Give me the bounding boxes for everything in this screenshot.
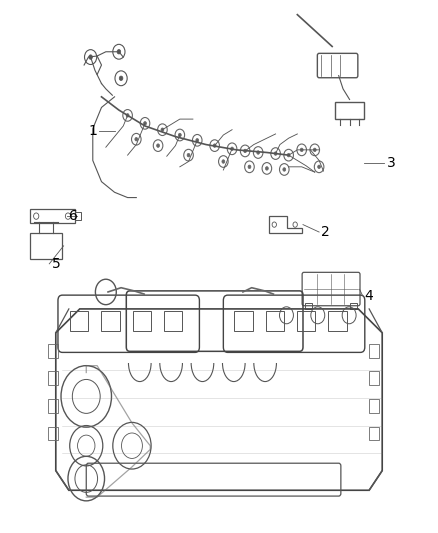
Text: 5: 5 [51,257,60,271]
Circle shape [89,55,92,59]
Text: 1: 1 [88,124,97,138]
Bar [48,344,58,358]
Bar [369,399,379,413]
Circle shape [126,114,129,117]
Bar [297,311,315,331]
Circle shape [287,154,290,157]
Circle shape [244,149,247,152]
Text: 4: 4 [365,289,374,303]
Circle shape [144,122,146,125]
Text: 3: 3 [387,156,396,170]
Bar [48,372,58,385]
Bar [48,426,58,440]
Circle shape [117,50,121,54]
Circle shape [274,152,277,155]
Bar [336,102,364,118]
Circle shape [119,76,123,80]
Bar [102,311,120,331]
Circle shape [178,133,181,137]
Bar [369,372,379,385]
Bar [328,311,346,331]
Circle shape [231,147,233,150]
Circle shape [318,165,321,168]
Text: 2: 2 [321,225,330,239]
Bar [164,311,183,331]
Bar [133,311,151,331]
Text: 6: 6 [69,209,78,223]
Bar [350,303,357,309]
Bar [305,303,312,309]
Bar [369,426,379,440]
Circle shape [213,144,216,147]
Circle shape [257,151,260,154]
Circle shape [222,160,225,163]
Bar [265,311,284,331]
Bar [75,212,81,220]
Circle shape [196,139,199,142]
Bar [30,233,62,259]
Circle shape [135,138,138,141]
Circle shape [283,168,286,171]
Bar [369,344,379,358]
Bar [70,311,88,331]
Circle shape [313,148,316,151]
Circle shape [300,148,303,151]
Circle shape [248,165,251,168]
Bar [234,311,253,331]
Circle shape [161,128,164,132]
Circle shape [265,167,268,170]
Circle shape [157,144,159,147]
Bar [48,399,58,413]
Circle shape [187,154,190,157]
